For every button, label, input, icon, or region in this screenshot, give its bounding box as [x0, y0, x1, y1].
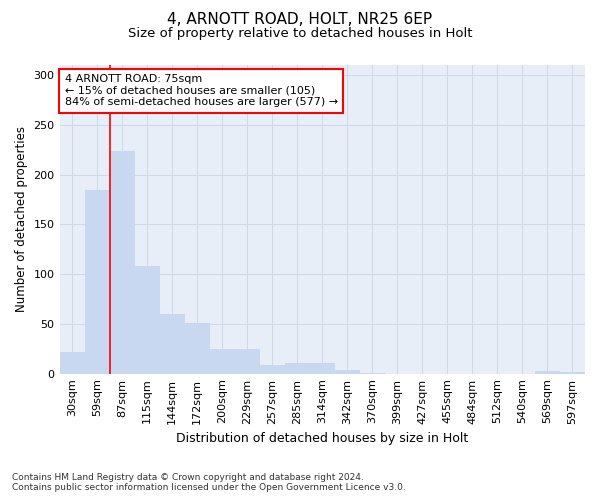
Text: 4, ARNOTT ROAD, HOLT, NR25 6EP: 4, ARNOTT ROAD, HOLT, NR25 6EP — [167, 12, 433, 28]
Bar — [335, 370, 360, 374]
Bar — [310, 362, 335, 374]
Text: Contains public sector information licensed under the Open Government Licence v3: Contains public sector information licen… — [12, 484, 406, 492]
Text: Contains HM Land Registry data © Crown copyright and database right 2024.: Contains HM Land Registry data © Crown c… — [12, 474, 364, 482]
Text: Size of property relative to detached houses in Holt: Size of property relative to detached ho… — [128, 28, 472, 40]
Bar — [535, 370, 560, 374]
Bar — [235, 349, 260, 374]
Bar — [260, 364, 285, 374]
Y-axis label: Number of detached properties: Number of detached properties — [15, 126, 28, 312]
X-axis label: Distribution of detached houses by size in Holt: Distribution of detached houses by size … — [176, 432, 469, 445]
Bar — [360, 372, 385, 374]
Bar — [285, 362, 310, 374]
Bar — [185, 323, 209, 374]
Bar — [209, 349, 235, 374]
Bar — [134, 266, 160, 374]
Bar — [560, 372, 585, 374]
Text: 4 ARNOTT ROAD: 75sqm
← 15% of detached houses are smaller (105)
84% of semi-deta: 4 ARNOTT ROAD: 75sqm ← 15% of detached h… — [65, 74, 338, 108]
Bar — [59, 352, 85, 374]
Bar — [160, 314, 185, 374]
Bar — [110, 150, 134, 374]
Bar — [85, 190, 110, 374]
